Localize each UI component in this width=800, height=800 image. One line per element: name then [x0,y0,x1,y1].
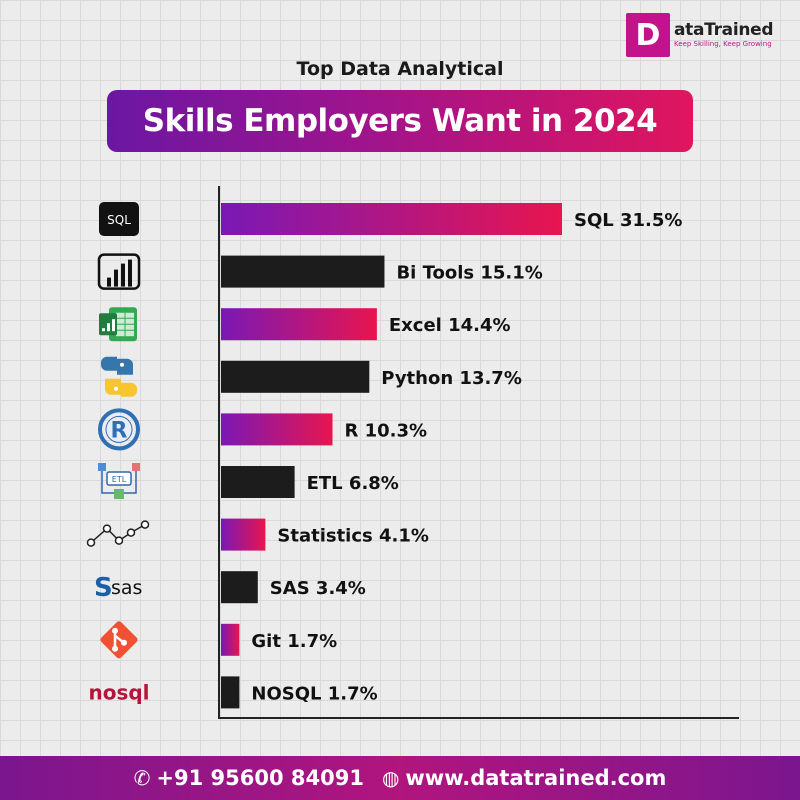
brand-logo: D ataTrained Keep Skilling, Keep Growing [626,13,776,57]
svg-text:R: R [111,418,128,443]
r-language-icon: R [98,408,140,451]
footer-bar: ✆ +91 95600 84091 ◍ www.datatrained.com [0,756,800,800]
website-url: www.datatrained.com [405,766,667,790]
brand-name: ataTrained [674,20,774,40]
logo-text: ataTrained Keep Skilling, Keep Growing [674,20,774,49]
globe-icon: ◍ [381,766,400,790]
data-label: ETL 6.8% [307,473,399,494]
bar-bi-tools [221,255,385,288]
chart-pretitle: Top Data Analytical [296,58,504,80]
bar-nosql [221,676,240,709]
excel-icon [99,307,137,342]
data-label: NOSQL 1.7% [251,683,377,704]
bar-sas [221,571,258,604]
etl-icon: ETL [98,463,140,499]
svg-text:S: S [94,573,113,603]
python-icon [101,356,137,397]
nosql-icon: nosql [88,680,149,704]
power-bi-icon [97,253,141,290]
bar-statistics [221,518,266,551]
bar-git [221,623,240,656]
phone-contact[interactable]: ✆ +91 95600 84091 [134,766,364,790]
sql-icon: SQL [99,202,139,236]
data-label: Statistics 4.1% [277,526,429,547]
git-icon [100,621,138,659]
svg-text:SQL: SQL [107,213,131,227]
phone-number: +91 95600 84091 [156,766,364,790]
bar-python [221,360,370,393]
bar-excel [221,308,377,341]
data-label: Bi Tools 15.1% [396,263,542,284]
statistics-icon [86,520,150,547]
data-label: R 10.3% [345,420,428,441]
svg-text:ETL: ETL [112,475,127,484]
chart-title: Skills Employers Want in 2024 [142,103,658,139]
bar-sql [221,203,562,235]
data-label: SQL 31.5% [574,210,682,231]
brand-tagline: Keep Skilling, Keep Growing [674,40,772,48]
logo-mark: D [626,13,670,57]
svg-text:nosql: nosql [88,680,149,704]
data-label: SAS 3.4% [270,578,366,599]
data-label: Git 1.7% [251,631,337,652]
phone-icon: ✆ [133,766,151,790]
bar-r [221,413,333,446]
svg-text:sas: sas [111,577,142,599]
website-link[interactable]: ◍ www.datatrained.com [382,766,666,790]
title-banner: Skills Employers Want in 2024 [107,90,693,152]
bar-etl [221,466,295,498]
data-label: Python 13.7% [381,368,522,389]
data-label: Excel 14.4% [389,315,511,336]
